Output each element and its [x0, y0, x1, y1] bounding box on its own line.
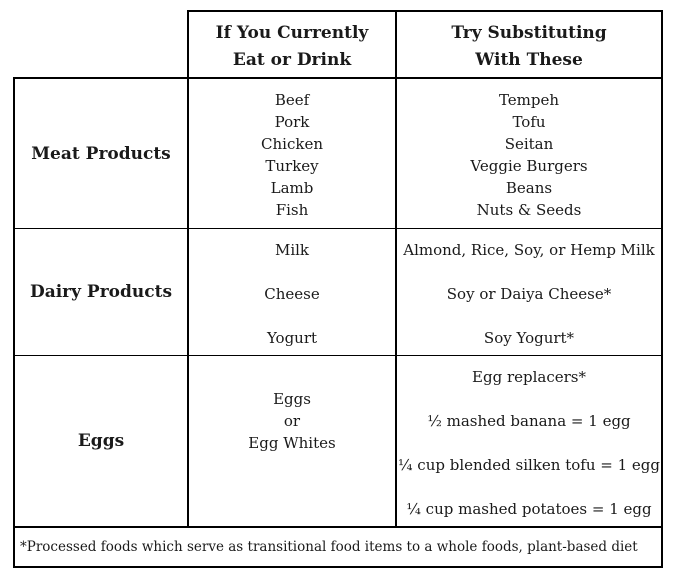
- list-item: Egg replacers*: [472, 368, 586, 386]
- border-right: [661, 10, 663, 568]
- header-current-line1: If You Currently: [215, 23, 369, 43]
- border-under-header: [13, 77, 663, 79]
- list-item: Cheese: [264, 285, 320, 303]
- list-item: ¼ cup mashed potatoes = 1 egg: [406, 500, 652, 518]
- category-dairy: Dairy Products: [15, 229, 187, 355]
- border-above-footnote: [13, 526, 663, 528]
- list-item: or: [283, 412, 301, 430]
- header-current-line2: Eat or Drink: [232, 50, 352, 70]
- category-eggs-label: Eggs: [77, 431, 125, 451]
- list-item: Lamb: [270, 179, 314, 197]
- list-item: Soy Yogurt*: [483, 329, 575, 347]
- category-meat-label: Meat Products: [31, 143, 171, 164]
- list-item: Turkey: [265, 157, 319, 175]
- border-under-meat: [13, 228, 663, 229]
- list-item: Pork: [274, 113, 310, 131]
- category-eggs: Eggs: [15, 356, 187, 526]
- border-col2-col3: [395, 10, 397, 528]
- meat-substitute-list: Tempeh Tofu Seitan Veggie Burgers Beans …: [397, 89, 661, 221]
- eggs-current-list: Eggs or Egg Whites: [189, 388, 395, 454]
- list-item: Eggs: [273, 390, 311, 408]
- list-item: Tempeh: [498, 91, 560, 109]
- list-item: Egg Whites: [248, 434, 336, 452]
- list-item: Beans: [505, 179, 553, 197]
- list-item: Fish: [275, 201, 309, 219]
- category-dairy-label: Dairy Products: [29, 282, 173, 302]
- header-substitute-line1: Try Substituting: [451, 23, 607, 43]
- list-item: Yogurt: [266, 329, 318, 347]
- footnote: *Processed foods which serve as transiti…: [20, 539, 638, 555]
- list-item: ½ mashed banana = 1 egg: [427, 412, 631, 430]
- dairy-substitute-list: Almond, Rice, Soy, or Hemp Milk Soy or D…: [397, 239, 661, 349]
- border-bottom: [13, 566, 663, 568]
- list-item: ¼ cup blended silken tofu = 1 egg: [398, 456, 660, 474]
- list-item: Nuts & Seeds: [476, 201, 582, 219]
- list-item: Seitan: [504, 135, 554, 153]
- list-item: Veggie Burgers: [470, 157, 588, 175]
- border-left: [13, 77, 15, 568]
- category-meat: Meat Products: [15, 79, 187, 228]
- border-col1-col2: [187, 10, 189, 528]
- border-under-dairy: [13, 355, 663, 356]
- header-current: If You Currently Eat or Drink: [189, 20, 395, 74]
- list-item: Beef: [274, 91, 310, 109]
- list-item: Almond, Rice, Soy, or Hemp Milk: [403, 241, 655, 259]
- header-substitute-line2: With These: [475, 50, 583, 70]
- list-item: Soy or Daiya Cheese*: [446, 285, 612, 303]
- list-item: Tofu: [512, 113, 546, 131]
- eggs-substitute-list: Egg replacers* ½ mashed banana = 1 egg ¼…: [397, 366, 661, 520]
- border-top-header: [187, 10, 663, 12]
- header-substitute: Try Substituting With These: [397, 20, 661, 74]
- dairy-current-list: Milk Cheese Yogurt: [189, 239, 395, 349]
- list-item: Milk: [274, 241, 310, 259]
- meat-current-list: Beef Pork Chicken Turkey Lamb Fish: [189, 89, 395, 221]
- substitution-table: If You Currently Eat or Drink Try Substi…: [13, 10, 663, 568]
- list-item: Chicken: [261, 135, 323, 153]
